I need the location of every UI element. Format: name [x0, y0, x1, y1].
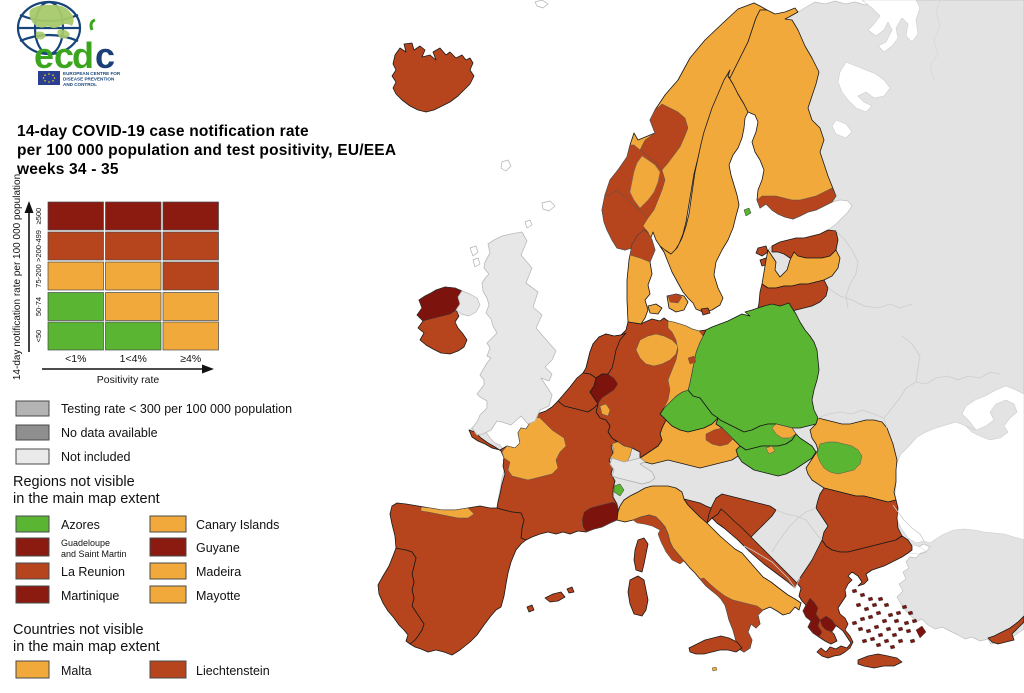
svg-text:AND CONTROL: AND CONTROL: [63, 82, 97, 87]
svg-text:ec: ec: [34, 35, 74, 76]
svg-text:DISEASE PREVENTION: DISEASE PREVENTION: [63, 77, 115, 82]
svg-text:EUROPEAN CENTRE FOR: EUROPEAN CENTRE FOR: [63, 71, 121, 76]
svg-text:c: c: [95, 35, 115, 76]
svg-text:d: d: [72, 35, 94, 76]
